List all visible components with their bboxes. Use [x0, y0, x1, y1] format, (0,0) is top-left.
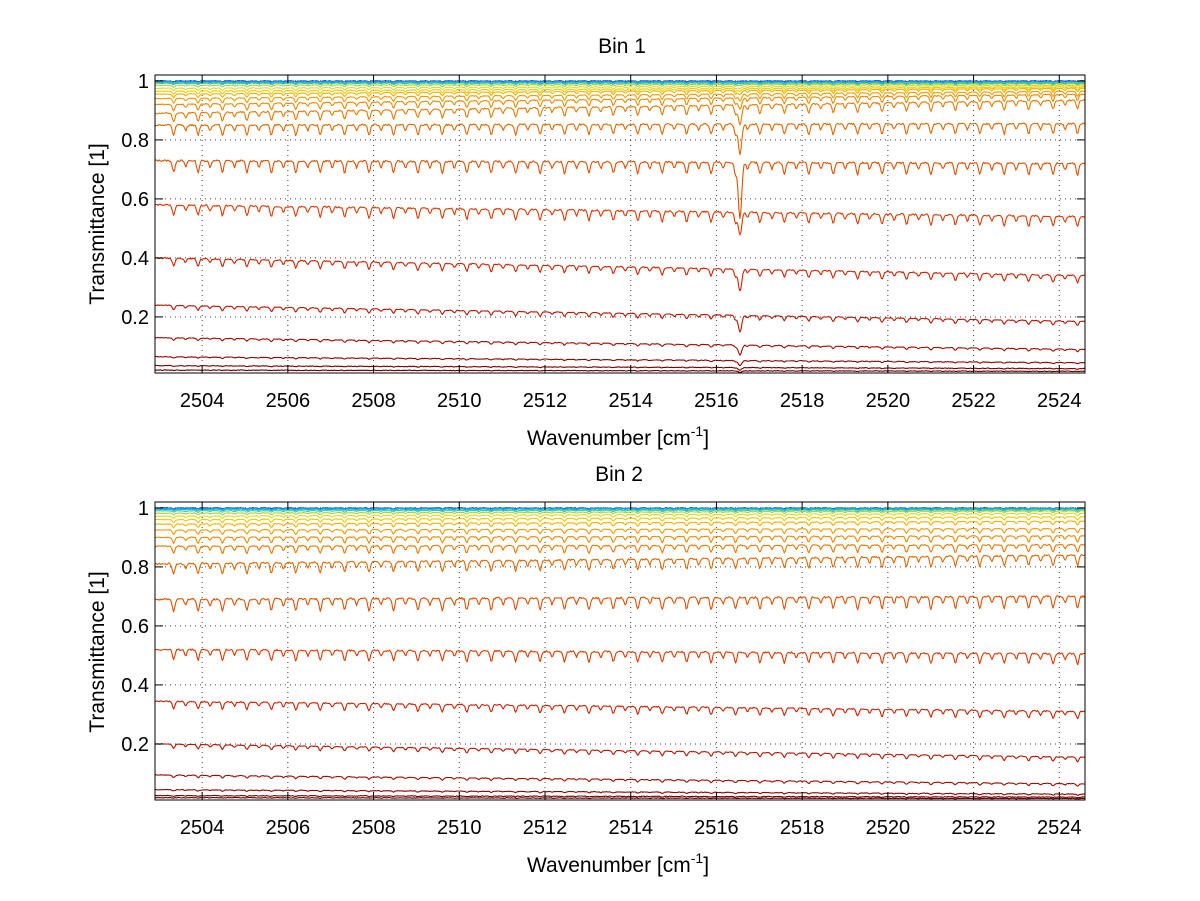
x-tick-label: 2520 — [866, 817, 911, 839]
spectrum-line — [154, 84, 1086, 92]
spectrum-line — [154, 512, 1085, 519]
spectrum-line — [155, 794, 1086, 799]
spectrum-line — [154, 510, 1086, 516]
x-tick-label: 2508 — [351, 390, 396, 412]
series-group — [154, 80, 1086, 373]
spectrum-line — [154, 700, 1086, 720]
plot-area-frame — [154, 74, 1086, 374]
y-tick-label: 0.6 — [121, 189, 149, 211]
x-axis-label-tail: ] — [703, 854, 709, 877]
y-tick-label: 0.4 — [121, 675, 149, 697]
x-tick-label: 2514 — [608, 817, 653, 839]
x-tick-label: 2510 — [437, 390, 482, 412]
x-tick-label: 2516 — [694, 817, 739, 839]
spectrum-line — [154, 774, 1085, 787]
y-tick-label: 0.8 — [121, 557, 149, 579]
y-axis-label: Transmittance [1] — [86, 143, 109, 304]
spectrum-line — [154, 553, 1086, 575]
spectrum-line — [154, 364, 1086, 371]
spectrum-line — [154, 159, 1085, 220]
spectrum-line — [154, 535, 1086, 545]
x-axis-label-text: Wavenumber [cm — [527, 854, 691, 877]
x-tick-label: 2508 — [351, 817, 396, 839]
spectrum-line — [154, 595, 1086, 613]
x-tick-label: 2506 — [266, 817, 311, 839]
x-tick-label: 2510 — [437, 817, 482, 839]
x-tick-label: 2506 — [266, 390, 311, 412]
spectrum-line — [154, 86, 1085, 95]
spectrum-line — [154, 516, 1086, 524]
x-tick-label: 2514 — [608, 390, 653, 412]
spectrum-line — [154, 87, 1086, 99]
x-tick-label: 2524 — [1037, 390, 1082, 412]
x-axis-label: Wavenumber [cm-1] — [527, 850, 709, 877]
spectrum-line — [154, 81, 1086, 85]
axis-ticks: 2504 2506 2508 2510 2512 2514 2516 2518 2520 2522… — [121, 71, 1085, 412]
spectrum-line — [155, 796, 1085, 800]
axis-ticks: 2504 2506 2508 2510 2512 2514 2516 2518 2520 2522… — [121, 498, 1085, 839]
spectrum-line — [154, 304, 1085, 333]
x-tick-label: 2522 — [951, 817, 996, 839]
y-tick-label: 1 — [138, 71, 149, 93]
y-tick-label: 0.4 — [121, 248, 149, 270]
spectrum-line — [154, 83, 1086, 88]
spectrum-line — [155, 788, 1086, 797]
x-tick-label: 2520 — [866, 390, 911, 412]
spectrum-line — [154, 203, 1086, 236]
spectrum-line — [154, 543, 1086, 555]
y-tick-label: 0.2 — [121, 734, 149, 756]
x-tick-label: 2518 — [780, 390, 825, 412]
x-tick-label: 2504 — [180, 817, 225, 839]
spectrum-line — [154, 93, 1086, 112]
series-group — [154, 507, 1086, 800]
y-tick-label: 1 — [138, 498, 149, 520]
x-axis-label: Wavenumber [cm-1] — [527, 423, 709, 450]
spectrum-line — [154, 507, 1086, 512]
spectrum-line — [154, 122, 1086, 156]
spectrum-line — [154, 648, 1086, 666]
spectrum-line — [154, 82, 1086, 86]
x-axis-label-superscript: -1 — [691, 423, 704, 439]
spectrum-line — [155, 356, 1086, 367]
chart-panel-bin-2: Bin 2 2504 2506 2508 2510 2512 2514 2516 2518 25… — [86, 463, 1086, 877]
x-axis-label-superscript: -1 — [691, 850, 704, 866]
x-tick-label: 2524 — [1037, 817, 1082, 839]
spectrum-line — [154, 90, 1086, 104]
plot-area-frame — [154, 501, 1086, 801]
chart-title: Bin 1 — [598, 35, 646, 58]
x-axis-label-text: Wavenumber [cm — [527, 427, 691, 450]
x-tick-label: 2516 — [694, 390, 739, 412]
spectrum-line — [155, 369, 1086, 373]
spectrum-line — [154, 80, 1086, 84]
spectrum-line — [154, 98, 1086, 126]
chart-title: Bin 2 — [595, 463, 643, 486]
y-tick-label: 0.2 — [121, 307, 149, 329]
x-tick-label: 2522 — [951, 390, 996, 412]
x-tick-label: 2504 — [180, 390, 225, 412]
spectrum-line — [154, 256, 1086, 292]
spectrum-line — [154, 507, 1086, 511]
chart-panel-bin-1: Bin 1 2504 2506 2508 2510 2512 2514 2516 2518 25… — [86, 35, 1086, 450]
y-tick-label: 0.6 — [121, 616, 149, 638]
x-tick-label: 2518 — [780, 817, 825, 839]
spectrum-line — [154, 527, 1086, 535]
spectrum-line — [154, 336, 1086, 356]
spectrum-line — [154, 520, 1086, 529]
x-tick-label: 2512 — [523, 390, 568, 412]
y-axis-label: Transmittance [1] — [86, 571, 109, 732]
x-tick-label: 2512 — [523, 817, 568, 839]
x-axis-label-tail: ] — [703, 427, 709, 450]
spectrum-line — [154, 743, 1086, 763]
y-tick-label: 0.8 — [121, 130, 149, 152]
spectrum-line — [154, 508, 1086, 513]
